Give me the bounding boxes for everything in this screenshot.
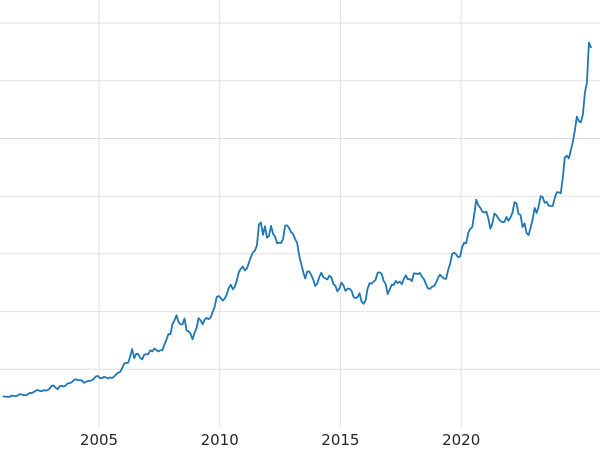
x-tick-label: 2015 [321,431,359,449]
x-axis-tick-labels: 2005 2010 2015 2020 [80,431,480,449]
price-line-series [2,41,592,398]
x-tick-label: 2010 [201,431,239,449]
horizontal-gridlines [0,22,600,370]
vertical-gridlines [98,0,462,427]
x-tick-label: 2005 [80,431,118,449]
x-tick-label: 2020 [442,431,480,449]
